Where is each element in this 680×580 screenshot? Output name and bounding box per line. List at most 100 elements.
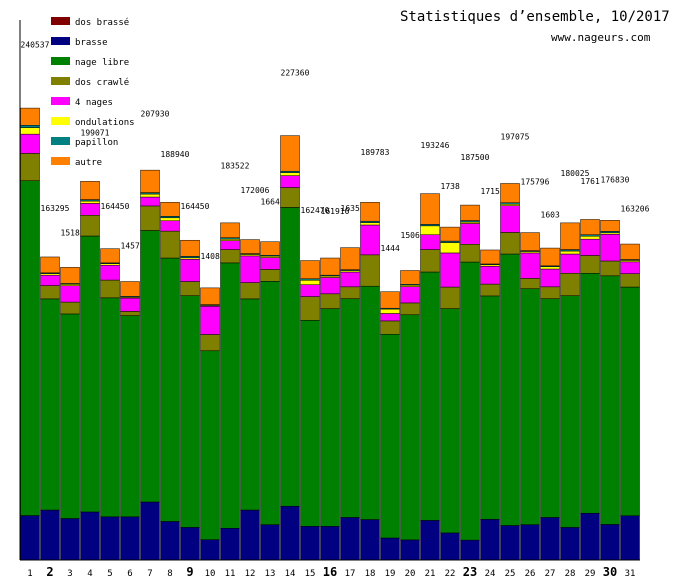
bar-segment-21-1 <box>420 520 440 561</box>
bar-segment-26-1 <box>520 524 540 561</box>
bar-segment-19-4 <box>380 313 400 322</box>
total-label-31: 163206 <box>621 204 650 213</box>
total-label-23: 187500 <box>461 153 490 162</box>
x-tick-label-23: 23 <box>463 565 477 579</box>
bar-segment-25-2 <box>500 253 520 526</box>
bar-segment-24-3 <box>480 283 500 297</box>
bar-segment-27-4 <box>540 268 560 288</box>
bar-segment-24-4 <box>480 266 500 285</box>
bar-segment-17-3 <box>340 286 360 299</box>
site-link[interactable]: www.nageurs.com <box>551 31 651 44</box>
total-label-13: 1664 <box>261 198 280 207</box>
total-label-28: 180025 <box>561 169 590 178</box>
total-label-15: 162470 <box>301 206 330 215</box>
bar-segment-8-5 <box>160 217 180 222</box>
bar-segment-22-3 <box>440 286 460 309</box>
bar-segment-18-2 <box>360 285 380 520</box>
bar-segment-6-4 <box>120 297 140 312</box>
bar-segment-1-5 <box>20 127 40 135</box>
bar-segment-12-3 <box>240 282 260 300</box>
total-label-30: 176830 <box>601 176 630 185</box>
x-tick-label-19: 19 <box>385 569 396 579</box>
bar-segment-21-2 <box>420 271 440 521</box>
x-tick-label-27: 27 <box>545 569 556 579</box>
legend-label-6: papillon <box>75 138 118 148</box>
bar-segment-17-4 <box>340 271 360 288</box>
x-tick-label-28: 28 <box>565 569 576 579</box>
bar-segment-9-2 <box>180 295 200 528</box>
bar-segment-20-3 <box>400 302 420 316</box>
total-label-10: 1408 <box>201 252 220 261</box>
bar-segment-17-7 <box>340 247 360 270</box>
bar-segment-29-2 <box>580 273 600 514</box>
x-tick-label-17: 17 <box>345 569 356 579</box>
total-label-22: 1738 <box>441 182 460 191</box>
bar-segment-20-2 <box>400 314 420 541</box>
total-label-20: 1506 <box>401 231 420 240</box>
bar-segment-1-3 <box>20 153 40 181</box>
bar-segment-6-1 <box>120 516 140 561</box>
bar-segment-12-2 <box>240 298 260 511</box>
bar-segment-4-7 <box>80 181 100 200</box>
x-tick-label-3: 3 <box>67 569 72 579</box>
bar-segment-18-1 <box>360 519 380 561</box>
bar-segment-29-4 <box>580 238 600 256</box>
x-tick-label-5: 5 <box>107 569 112 579</box>
bar-segment-15-5 <box>300 280 320 285</box>
bar-segment-28-2 <box>560 295 580 528</box>
bar-segment-5-4 <box>100 264 120 281</box>
bar-segment-14-4 <box>280 175 300 188</box>
bar-segment-4-4 <box>80 203 100 216</box>
bar-segment-26-4 <box>520 252 540 279</box>
x-tick-label-11: 11 <box>225 569 236 579</box>
total-label-21: 193246 <box>421 141 450 150</box>
bar-segment-1-1 <box>20 515 40 561</box>
bar-segment-21-4 <box>420 234 440 250</box>
bar-segment-22-1 <box>440 532 460 561</box>
bar-segment-9-3 <box>180 281 200 296</box>
bar-segment-7-3 <box>140 205 160 231</box>
bar-segment-7-4 <box>140 196 160 207</box>
legend-label-7: autre <box>75 158 102 168</box>
bar-segment-20-4 <box>400 286 420 304</box>
legend-swatch-6 <box>51 137 70 145</box>
bar-segment-26-2 <box>520 288 540 525</box>
bar-segment-15-7 <box>300 260 320 280</box>
bar-segment-26-3 <box>520 278 540 289</box>
total-label-11: 183522 <box>221 161 250 170</box>
bar-segment-25-7 <box>500 183 520 204</box>
bar-segment-2-7 <box>40 256 60 274</box>
chart-title: Statistiques d’ensemble, 10/2017 <box>400 9 670 25</box>
legend-swatch-7 <box>51 157 70 165</box>
bar-segment-31-7 <box>620 243 640 260</box>
total-label-4: 199071 <box>81 128 110 137</box>
bar-segment-10-4 <box>200 306 220 335</box>
bar-segment-20-1 <box>400 539 420 561</box>
bar-segment-31-2 <box>620 286 640 516</box>
bar-segment-6-3 <box>120 311 140 316</box>
legend-label-0: dos brassé <box>75 17 129 28</box>
bar-segment-8-1 <box>160 521 180 561</box>
x-tick-label-22: 22 <box>445 569 456 579</box>
bars <box>20 107 640 561</box>
bar-segment-16-3 <box>320 293 340 309</box>
bar-segment-3-3 <box>60 301 80 315</box>
bar-segment-27-7 <box>540 247 560 267</box>
bar-segment-16-4 <box>320 277 340 295</box>
bar-segment-10-2 <box>200 350 220 540</box>
x-tick-label-6: 6 <box>127 569 132 579</box>
bar-segment-21-3 <box>420 249 440 273</box>
bar-segment-7-5 <box>140 193 160 198</box>
bar-segment-15-2 <box>300 320 320 527</box>
legend-label-3: dos crawlé <box>75 77 129 88</box>
bar-segment-9-7 <box>180 239 200 257</box>
bar-segment-18-3 <box>360 254 380 287</box>
total-label-19: 1444 <box>381 244 400 253</box>
bar-segment-27-2 <box>540 298 560 518</box>
bar-segment-5-1 <box>100 516 120 561</box>
legend-label-5: ondulations <box>75 118 135 128</box>
total-labels: 240537 163295 1518 199071 164450 1457 207930 18… <box>21 41 650 261</box>
x-tick-label-2: 2 <box>46 565 53 579</box>
bar-segment-13-3 <box>260 269 280 282</box>
